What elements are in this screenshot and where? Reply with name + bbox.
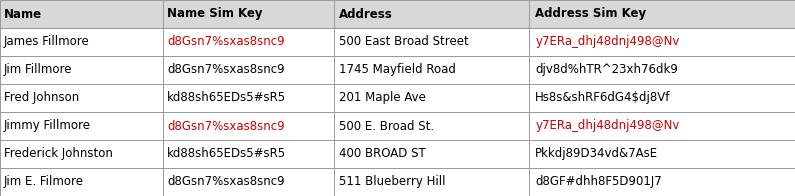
Bar — [529, 0, 795, 28]
Bar — [334, 140, 529, 168]
Text: Jimmy Fillmore: Jimmy Fillmore — [4, 120, 91, 132]
Bar — [529, 84, 795, 112]
Text: d8Gsn7%sxas8snc9: d8Gsn7%sxas8snc9 — [167, 120, 285, 132]
Text: Hs8s&shRF6dG4$dj8Vf: Hs8s&shRF6dG4$dj8Vf — [535, 92, 671, 104]
Bar — [334, 84, 529, 112]
Bar — [163, 0, 334, 28]
Text: y7ERa_dhj48dnj498@Nv: y7ERa_dhj48dnj498@Nv — [535, 120, 680, 132]
Bar — [334, 168, 529, 196]
Bar — [529, 28, 795, 56]
Bar — [163, 140, 334, 168]
Text: kd88sh65EDs5#sR5: kd88sh65EDs5#sR5 — [167, 148, 286, 161]
Bar — [334, 0, 529, 28]
Bar — [529, 112, 795, 140]
Text: d8Gsn7%sxas8snc9: d8Gsn7%sxas8snc9 — [167, 35, 285, 48]
Text: 400 BROAD ST: 400 BROAD ST — [339, 148, 425, 161]
Bar — [163, 28, 334, 56]
Bar — [163, 56, 334, 84]
Text: y7ERa_dhj48dnj498@Nv: y7ERa_dhj48dnj498@Nv — [535, 35, 680, 48]
Text: 201 Maple Ave: 201 Maple Ave — [339, 92, 425, 104]
Bar — [163, 84, 334, 112]
Bar — [163, 168, 334, 196]
Bar — [334, 28, 529, 56]
Bar — [0, 0, 163, 28]
Text: Jim E. Filmore: Jim E. Filmore — [4, 175, 84, 189]
Bar — [334, 56, 529, 84]
Text: Fred Johnson: Fred Johnson — [4, 92, 80, 104]
Text: d8GF#dhh8F5D901J7: d8GF#dhh8F5D901J7 — [535, 175, 662, 189]
Text: Name Sim Key: Name Sim Key — [167, 7, 263, 21]
Text: d8Gsn7%sxas8snc9: d8Gsn7%sxas8snc9 — [167, 64, 285, 76]
Text: Frederick Johnston: Frederick Johnston — [4, 148, 113, 161]
Bar — [0, 140, 163, 168]
Bar — [529, 56, 795, 84]
Text: kd88sh65EDs5#sR5: kd88sh65EDs5#sR5 — [167, 92, 286, 104]
Text: djv8d%hTR^23xh76dk9: djv8d%hTR^23xh76dk9 — [535, 64, 678, 76]
Text: Address Sim Key: Address Sim Key — [535, 7, 646, 21]
Text: 1745 Mayfield Road: 1745 Mayfield Road — [339, 64, 456, 76]
Text: Name: Name — [4, 7, 42, 21]
Text: 500 East Broad Street: 500 East Broad Street — [339, 35, 468, 48]
Bar — [0, 28, 163, 56]
Bar — [0, 112, 163, 140]
Bar — [529, 168, 795, 196]
Bar — [0, 84, 163, 112]
Text: Pkkdj89D34vd&7AsE: Pkkdj89D34vd&7AsE — [535, 148, 658, 161]
Text: 511 Blueberry Hill: 511 Blueberry Hill — [339, 175, 445, 189]
Text: 500 E. Broad St.: 500 E. Broad St. — [339, 120, 434, 132]
Text: Address: Address — [339, 7, 393, 21]
Bar — [334, 112, 529, 140]
Bar — [529, 140, 795, 168]
Text: d8Gsn7%sxas8snc9: d8Gsn7%sxas8snc9 — [167, 175, 285, 189]
Bar — [0, 56, 163, 84]
Text: James Fillmore: James Fillmore — [4, 35, 90, 48]
Bar — [0, 168, 163, 196]
Bar — [163, 112, 334, 140]
Text: Jim Fillmore: Jim Fillmore — [4, 64, 72, 76]
